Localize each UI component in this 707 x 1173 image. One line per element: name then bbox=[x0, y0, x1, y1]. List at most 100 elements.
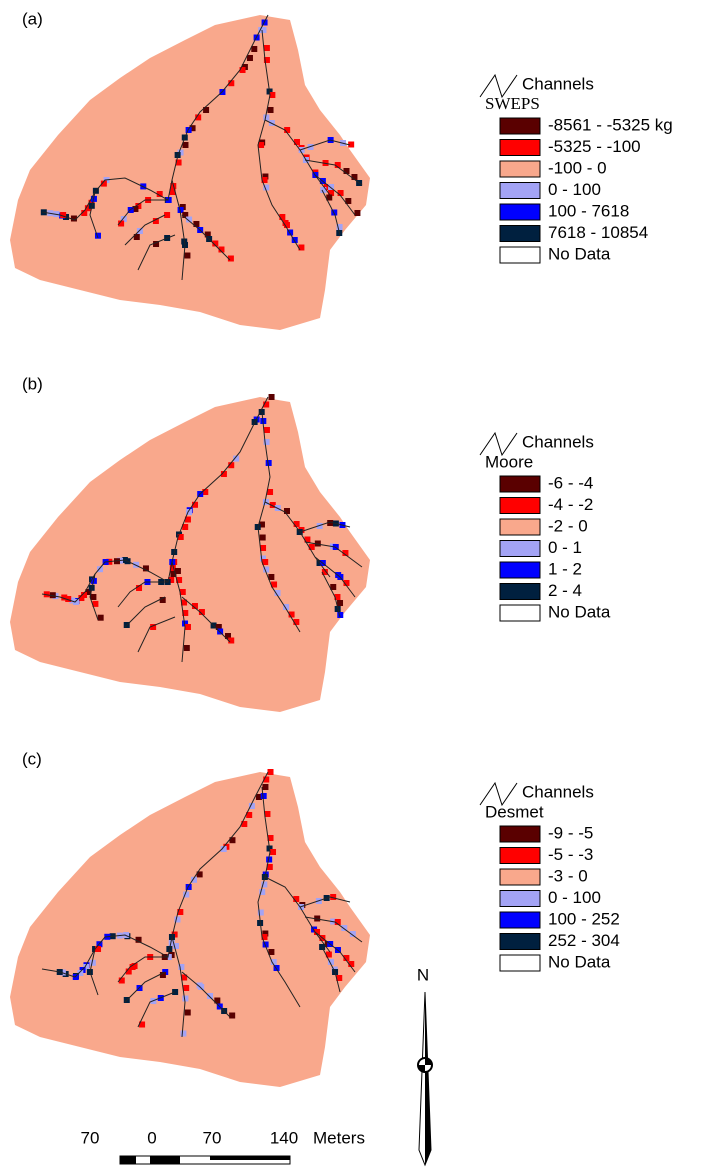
raster-cell bbox=[168, 940, 175, 946]
scale-label: 70 bbox=[81, 1128, 100, 1147]
raster-cell bbox=[258, 142, 265, 148]
raster-cell bbox=[152, 218, 159, 224]
scale-bar bbox=[119, 1155, 291, 1165]
panel-label: (b) bbox=[22, 374, 43, 393]
legend-swatch bbox=[499, 583, 541, 600]
legend-swatch bbox=[499, 933, 541, 950]
raster-cell bbox=[118, 220, 125, 227]
raster-cell bbox=[184, 252, 191, 259]
raster-cell bbox=[283, 604, 290, 610]
channel bbox=[171, 561, 186, 663]
raster-cell bbox=[60, 212, 67, 218]
legend-label: -100 - 0 bbox=[548, 158, 607, 177]
raster-cell bbox=[132, 206, 139, 212]
raster-cell bbox=[178, 964, 185, 970]
legend-swatch bbox=[499, 518, 541, 536]
north-arrow bbox=[417, 991, 433, 1167]
raster-cell bbox=[270, 959, 277, 965]
channel bbox=[137, 616, 176, 653]
raster-cell bbox=[262, 941, 269, 948]
panel-label: (a) bbox=[22, 9, 43, 28]
legend-title: Desmet bbox=[485, 802, 544, 821]
legend-swatch bbox=[499, 561, 541, 579]
raster-cell bbox=[89, 959, 96, 966]
raster-cell bbox=[185, 127, 192, 133]
raster-cell bbox=[182, 212, 189, 218]
raster-cell bbox=[228, 80, 235, 87]
raster-cell bbox=[266, 856, 273, 863]
raster-cell bbox=[260, 27, 267, 33]
raster-cell bbox=[229, 1012, 236, 1019]
raster-cell bbox=[267, 835, 274, 841]
channel-symbol bbox=[479, 431, 518, 457]
raster-cell bbox=[97, 566, 104, 573]
raster-cell bbox=[118, 977, 125, 984]
raster-cell bbox=[261, 934, 268, 940]
raster-cell bbox=[190, 876, 197, 883]
raster-cell bbox=[100, 180, 107, 187]
raster-cell bbox=[337, 612, 344, 618]
raster-cell bbox=[84, 205, 91, 212]
raster-cell bbox=[181, 599, 188, 606]
legend-label: -5 - -3 bbox=[548, 845, 593, 864]
raster-cell bbox=[185, 509, 192, 515]
channel bbox=[314, 556, 356, 598]
legend-swatch bbox=[499, 139, 541, 156]
raster-cell bbox=[263, 566, 270, 573]
map bbox=[10, 14, 370, 330]
legend-swatch bbox=[499, 847, 541, 864]
scale-label: 70 bbox=[203, 1128, 222, 1147]
raster-cell bbox=[337, 190, 344, 196]
raster-cell bbox=[257, 909, 264, 916]
raster-cell bbox=[198, 609, 205, 615]
raster-cell bbox=[274, 590, 281, 596]
channel bbox=[181, 214, 231, 261]
legend-label: -2 - 0 bbox=[548, 516, 588, 535]
legend-label: -6 - -4 bbox=[548, 473, 593, 492]
raster-cell bbox=[239, 67, 246, 73]
legend-label: No Data bbox=[548, 952, 611, 971]
raster-cell bbox=[183, 645, 190, 651]
raster-cell bbox=[156, 191, 163, 197]
raster-cell bbox=[182, 524, 189, 530]
raster-cell bbox=[97, 614, 104, 621]
raster-cell bbox=[246, 812, 253, 818]
raster-cell bbox=[125, 968, 132, 975]
channel bbox=[299, 139, 351, 151]
raster-cell bbox=[192, 501, 199, 508]
raster-cell bbox=[262, 173, 269, 180]
legend-label: 2 - 4 bbox=[548, 581, 582, 600]
channel bbox=[314, 931, 356, 973]
raster-cell bbox=[321, 569, 328, 575]
raster-cell bbox=[175, 159, 182, 166]
raster-cell bbox=[348, 961, 355, 967]
legend-swatch bbox=[499, 604, 541, 622]
raster-cell bbox=[291, 237, 298, 243]
raster-cell bbox=[204, 231, 211, 238]
channel bbox=[181, 971, 231, 1018]
legend-label: -8561 - -5325 kg bbox=[548, 115, 673, 134]
legend-swatch bbox=[499, 868, 541, 886]
raster-cell bbox=[298, 244, 305, 251]
map bbox=[10, 769, 370, 1087]
legend-swatch bbox=[499, 911, 541, 929]
raster-cell bbox=[159, 597, 166, 603]
legend-swatch bbox=[499, 475, 541, 493]
raster-cell bbox=[168, 577, 175, 583]
raster-cell bbox=[182, 142, 189, 148]
raster-cell bbox=[193, 221, 200, 227]
channel-symbol bbox=[479, 781, 518, 807]
legend-label: 100 - 252 bbox=[548, 909, 620, 928]
raster-cell bbox=[69, 597, 76, 604]
raster-cell bbox=[349, 931, 356, 937]
raster-cell bbox=[185, 884, 192, 890]
raster-cell bbox=[269, 502, 276, 508]
raster-cell bbox=[293, 619, 300, 625]
legend-swatch bbox=[499, 203, 541, 221]
raster-cell bbox=[263, 776, 270, 783]
raster-cell bbox=[351, 174, 358, 180]
raster-cell bbox=[293, 896, 300, 902]
legend-label: No Data bbox=[548, 602, 611, 621]
raster-cell bbox=[336, 224, 343, 230]
raster-cell bbox=[268, 949, 275, 955]
